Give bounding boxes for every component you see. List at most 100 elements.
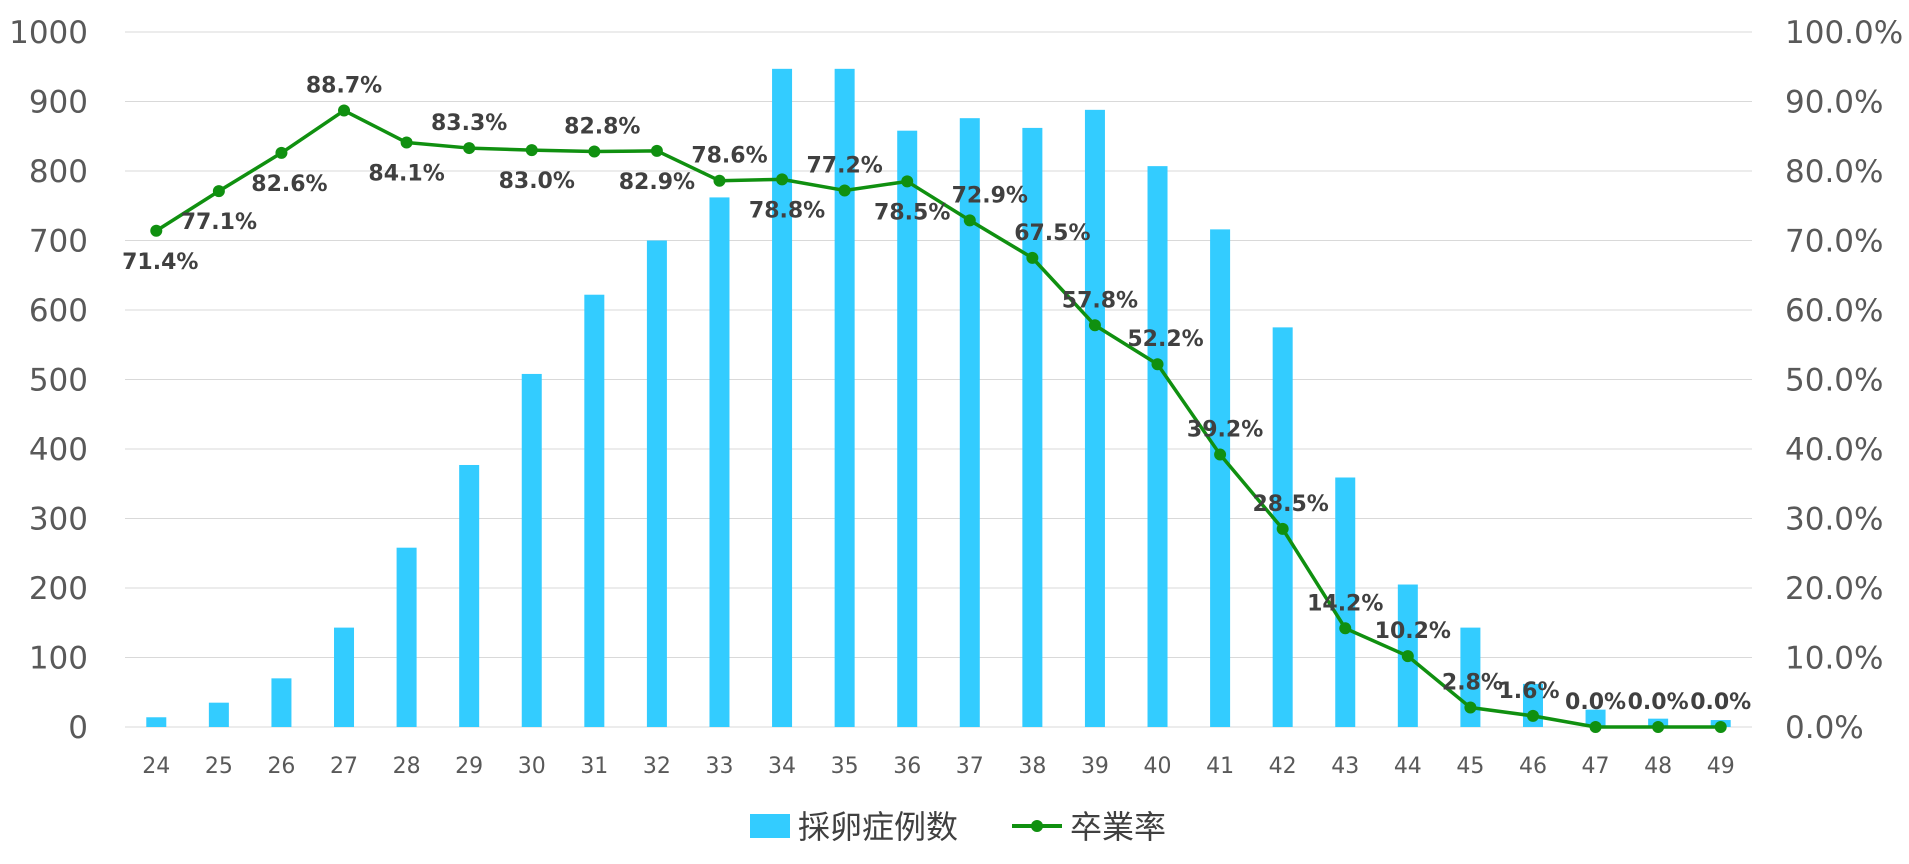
bar: [271, 678, 292, 727]
x-tick-label: 44: [1394, 754, 1422, 779]
bar: [772, 68, 793, 727]
y-left-tick-label: 200: [29, 571, 88, 607]
line-point: [1214, 448, 1227, 461]
line-point: [1526, 709, 1539, 722]
x-tick-label: 35: [831, 754, 859, 779]
y-left-tick-label: 100: [29, 641, 88, 677]
bar-series: [146, 68, 1731, 728]
bar: [1335, 477, 1356, 727]
legend-label-line: 卒業率: [1070, 808, 1166, 846]
line-series: [150, 104, 1727, 733]
line-point: [1464, 701, 1477, 714]
y-right-tick-label: 60.0%: [1785, 293, 1883, 329]
line-data-label: 72.9%: [952, 183, 1028, 208]
line-point: [1401, 650, 1414, 663]
x-tick-label: 42: [1269, 754, 1297, 779]
bar: [646, 240, 667, 727]
y-right-tick-label: 100.0%: [1785, 15, 1903, 51]
line-data-label: 10.2%: [1375, 619, 1451, 644]
y-right-tick-label: 20.0%: [1785, 571, 1883, 607]
x-tick-label: 33: [705, 754, 733, 779]
x-tick-label: 25: [205, 754, 233, 779]
line-data-label: 71.4%: [122, 250, 198, 275]
x-tick-label: 34: [768, 754, 796, 779]
data-labels: 71.4% 77.1% 82.6% 88.7% 84.1% 83.3% 83.0% 82.8%…: [122, 74, 1751, 715]
x-tick-label: 48: [1644, 754, 1672, 779]
line-data-label: 78.5%: [874, 200, 950, 225]
line-data-label: 67.5%: [1014, 221, 1090, 246]
line-data-label: 0.0%: [1690, 690, 1751, 715]
x-tick-label: 31: [580, 754, 608, 779]
y-right-tick-label: 30.0%: [1785, 502, 1883, 538]
bar: [1084, 109, 1105, 728]
x-tick-label: 40: [1144, 754, 1172, 779]
line-point: [1088, 319, 1101, 332]
line-point: [525, 144, 538, 157]
gridlines: [125, 31, 1752, 728]
line-data-label: 77.1%: [181, 210, 257, 235]
line-data-label: 0.0%: [1565, 690, 1626, 715]
y-left-tick-label: 300: [29, 502, 88, 538]
line-point: [1339, 622, 1352, 635]
line-data-label: 82.6%: [251, 172, 327, 197]
legend-marker-line: [1031, 820, 1043, 832]
bar: [208, 702, 229, 727]
line-point: [400, 136, 413, 149]
axes: 0 100 200 300 400 500 600 700 800 900 1000 0.0% 10.0…: [9, 15, 1903, 779]
y-left-tick-label: 400: [29, 432, 88, 468]
y-right-tick-label: 10.0%: [1785, 641, 1883, 677]
bar: [1585, 709, 1606, 727]
line-point: [776, 173, 789, 186]
line-data-label: 82.8%: [564, 115, 640, 140]
x-tick-label: 29: [455, 754, 483, 779]
legend-swatch-bars: [750, 814, 790, 838]
x-tick-label: 30: [518, 754, 546, 779]
x-tick-label: 47: [1582, 754, 1610, 779]
bar: [834, 68, 855, 727]
y-left-tick-label: 1000: [9, 15, 88, 51]
line-point: [338, 104, 351, 117]
x-tick-label: 43: [1331, 754, 1359, 779]
legend: 採卵症例数 卒業率: [750, 808, 1166, 846]
y-right-tick-label: 50.0%: [1785, 363, 1883, 399]
bar: [897, 130, 918, 727]
y-left-tick-label: 0: [68, 710, 88, 746]
line-point: [1276, 522, 1289, 535]
y-left-tick-label: 600: [29, 293, 88, 329]
bar: [709, 197, 730, 727]
y-right-tick-label: 90.0%: [1785, 85, 1883, 121]
bar: [521, 373, 542, 727]
bar: [396, 547, 417, 727]
bar: [146, 717, 167, 727]
line-data-label: 78.8%: [749, 198, 825, 223]
line-data-label: 14.2%: [1307, 591, 1383, 616]
y-right-tick-label: 0.0%: [1785, 710, 1864, 746]
line-point: [650, 144, 663, 157]
x-tick-label: 45: [1456, 754, 1484, 779]
x-tick-label: 38: [1018, 754, 1046, 779]
line-point: [275, 146, 288, 159]
y-left-tick-label: 700: [29, 224, 88, 260]
line-data-label: 83.0%: [499, 169, 575, 194]
line-data-label: 84.1%: [368, 162, 444, 187]
x-tick-label: 46: [1519, 754, 1547, 779]
bar: [584, 294, 605, 727]
y-left-tick-label: 800: [29, 154, 88, 190]
x-tick-label: 28: [393, 754, 421, 779]
line-data-label: 83.3%: [431, 111, 507, 136]
line-point: [1151, 358, 1164, 371]
y-left-tick-label: 500: [29, 363, 88, 399]
bar: [1210, 229, 1231, 727]
y-left-tick-label: 900: [29, 85, 88, 121]
bar: [1147, 166, 1168, 727]
line-point: [463, 142, 476, 155]
line-point: [838, 184, 851, 197]
line-data-label: 2.8%: [1442, 671, 1503, 696]
line-point: [1026, 251, 1039, 264]
line-data-label: 57.8%: [1062, 288, 1138, 313]
x-tick-label: 24: [142, 754, 170, 779]
line-point: [150, 224, 163, 237]
line-point: [1652, 721, 1665, 733]
